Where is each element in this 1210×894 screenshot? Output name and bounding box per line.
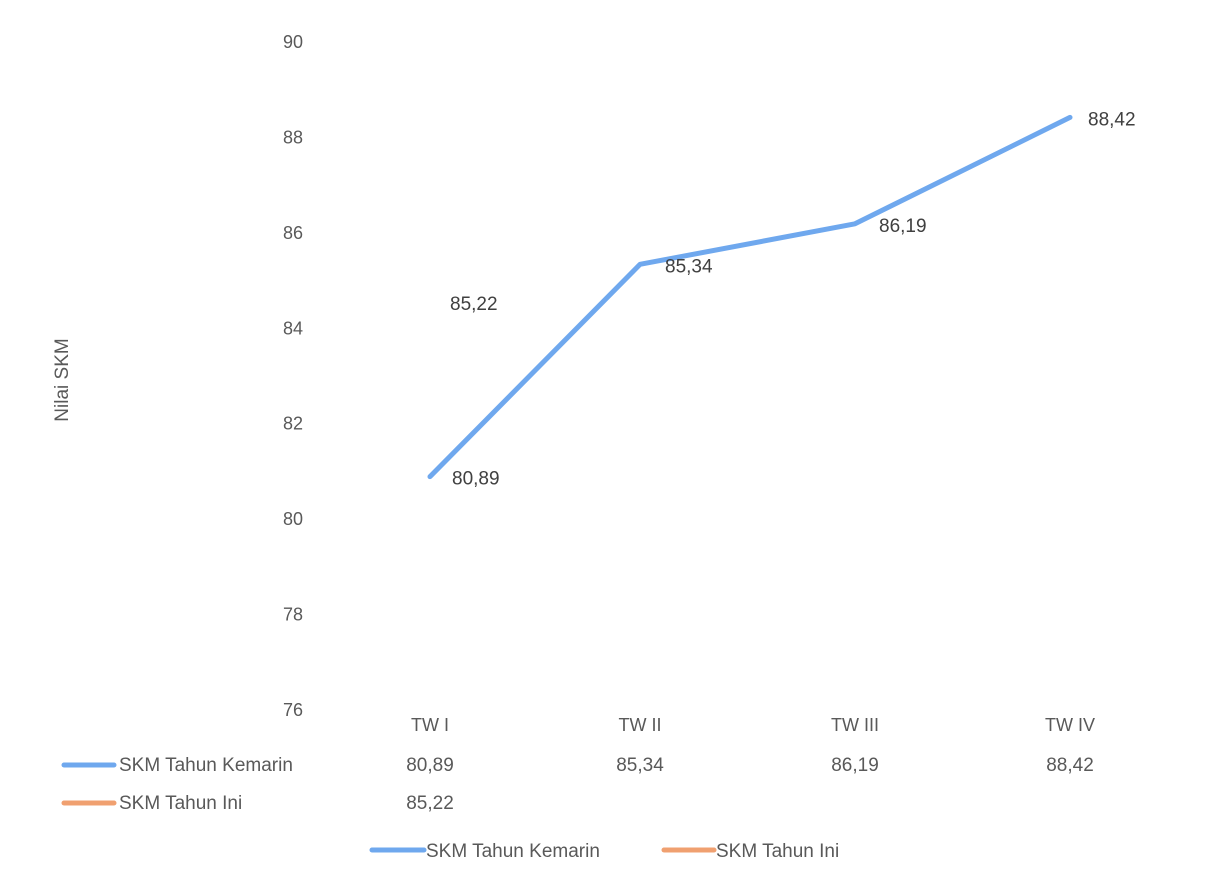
legend-item-label: SKM Tahun Ini bbox=[716, 841, 839, 862]
y-tick-label: 90 bbox=[283, 32, 303, 52]
y-tick-label: 82 bbox=[283, 414, 303, 434]
data-label: 86,19 bbox=[879, 216, 927, 237]
x-tick-label: TW IV bbox=[1045, 715, 1095, 735]
data-labels: 80,89 85,34 86,19 88,42 85,22 bbox=[450, 109, 1136, 489]
y-tick-labels: 76 78 80 82 84 86 88 90 bbox=[283, 32, 303, 720]
data-table: SKM Tahun Kemarin 80,89 85,34 86,19 88,42 SKM… bbox=[61, 755, 1094, 814]
x-tick-label: TW II bbox=[619, 715, 662, 735]
y-tick-label: 84 bbox=[283, 318, 303, 338]
y-axis-title-group: Nilai SKM bbox=[52, 338, 73, 421]
data-table-cell: 85,34 bbox=[616, 755, 664, 776]
data-table-cell: 85,22 bbox=[406, 793, 454, 814]
data-label: 85,34 bbox=[665, 256, 713, 277]
y-tick-label: 76 bbox=[283, 700, 303, 720]
legend: SKM Tahun Kemarin SKM Tahun Ini bbox=[369, 841, 839, 862]
data-table-cell: 86,19 bbox=[831, 755, 879, 776]
data-table-series-name: SKM Tahun Kemarin bbox=[119, 755, 293, 776]
y-tick-label: 80 bbox=[283, 509, 303, 529]
data-label: 80,89 bbox=[452, 469, 500, 490]
series-lines bbox=[427, 114, 1073, 480]
y-tick-label: 88 bbox=[283, 127, 303, 147]
y-tick-label: 78 bbox=[283, 605, 303, 625]
data-label: 85,22 bbox=[450, 294, 498, 315]
data-label: 88,42 bbox=[1088, 109, 1136, 130]
legend-item-label: SKM Tahun Kemarin bbox=[426, 841, 600, 862]
data-table-cell: 88,42 bbox=[1046, 755, 1094, 776]
x-tick-labels: TW I TW II TW III TW IV bbox=[411, 715, 1095, 735]
data-table-series-name: SKM Tahun Ini bbox=[119, 793, 242, 814]
series-line bbox=[427, 114, 1073, 480]
x-tick-label: TW III bbox=[831, 715, 879, 735]
y-axis-title: Nilai SKM bbox=[52, 338, 73, 421]
x-tick-label: TW I bbox=[411, 715, 449, 735]
data-table-cell: 80,89 bbox=[406, 755, 454, 776]
y-tick-label: 86 bbox=[283, 223, 303, 243]
